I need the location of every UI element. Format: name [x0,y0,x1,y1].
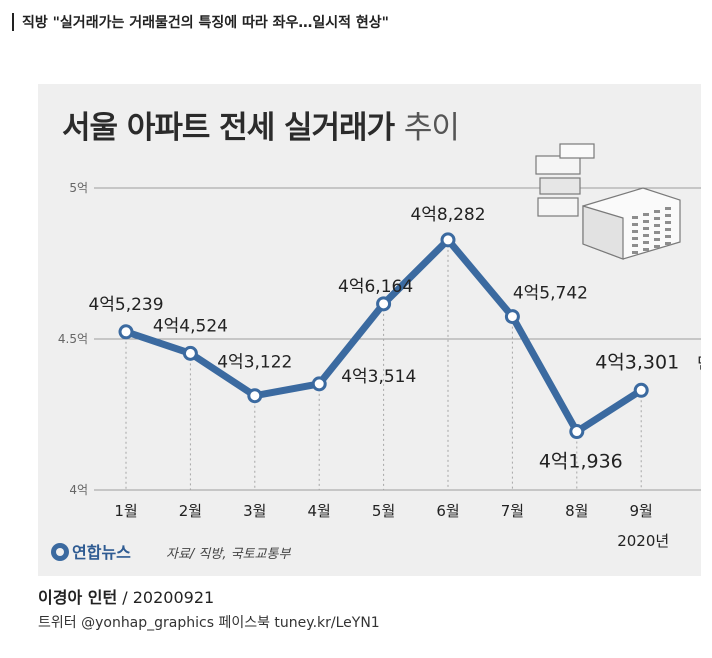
x-tick-label: 2월 [179,502,202,520]
small-block [535,155,581,175]
building-window [654,224,660,227]
building-window [643,227,649,230]
x-tick-label: 6월 [436,502,459,520]
small-block [537,197,579,217]
data-label: 4억3,301 [595,351,679,373]
byline: 이경아 인턴 / 20200921 [38,584,214,608]
building-window [665,242,671,245]
building-window [632,244,638,247]
data-point [311,376,327,392]
y-tick-label: 4억 [69,483,88,497]
small-block [539,177,581,195]
building-window [643,213,649,216]
building-window [665,235,671,238]
building-window [643,241,649,244]
building-window [632,251,638,254]
x-tick-label: 8월 [565,502,588,520]
building-window [654,210,660,213]
data-point [440,232,456,248]
building-window [643,234,649,237]
source-text: 자료/ 직방, 국토교통부 [166,547,291,562]
data-point [504,309,520,325]
building-window [643,248,649,251]
data-point [182,345,198,361]
byline-date: / 20200921 [117,588,215,607]
headline: 직방 "실거래가는 거래물건의 특징에 따라 좌우…일시적 현상" [12,12,389,32]
data-label: 4억3,122 [217,353,292,373]
headline-bar [12,13,14,31]
apartment-building-icon [535,143,681,260]
year-label: 2020년 [617,532,669,550]
data-label: 4억3,514 [341,367,416,387]
x-tick-label: 3월 [243,502,266,520]
building-window [654,245,660,248]
small-block [559,143,595,159]
x-tick-label: 1월 [114,502,137,520]
data-point [376,296,392,312]
building-window [643,220,649,223]
building-window [632,230,638,233]
y-tick-label: 5억 [69,181,88,195]
building-window [665,228,671,231]
data-point [569,424,585,440]
building-window [665,207,671,210]
source-logo-text: 연합뉴스 [72,543,131,562]
data-label: 4억6,164 [338,277,413,297]
building-window [654,238,660,241]
headline-text: 직방 "실거래가는 거래물건의 특징에 따라 좌우…일시적 현상" [22,15,389,31]
chart-title-main: 서울 아파트 전세 실거래가 [62,110,395,146]
data-point [118,324,134,340]
x-tick-label: 7월 [501,502,524,520]
building-window [632,237,638,240]
data-label: 4억1,936 [539,451,623,473]
x-tick-label: 9월 [630,502,653,520]
chart-title: 서울 아파트 전세 실거래가 추이 [62,102,460,147]
x-tick-label: 4월 [308,502,331,520]
data-label: 4억4,524 [153,316,228,336]
byline-name: 이경아 인턴 [38,588,118,607]
building-window [665,214,671,217]
building-window [632,223,638,226]
data-point [633,382,649,398]
building-side [582,205,624,260]
y-tick-label: 4.5억 [58,332,88,346]
building-window [632,216,638,219]
chart-panel: 서울 아파트 전세 실거래가 추이 4억 4.5억 5억 4억5,239 4억4,52… [38,84,701,576]
data-label: 4억5,742 [513,284,588,304]
data-point [247,388,263,404]
chart-title-suffix: 추이 [403,110,460,146]
building-window [654,217,660,220]
x-tick-label: 5월 [372,502,395,520]
data-label: 4억8,282 [410,205,485,225]
yonhap-logo-inner [56,548,64,556]
building-window [665,221,671,224]
social-links: 트위터 @yonhap_graphics 페이스북 tuney.kr/LeYN1 [38,615,380,631]
building-window [654,231,660,234]
unit-label: 만원 [697,353,701,372]
data-label: 4억5,239 [88,295,163,315]
